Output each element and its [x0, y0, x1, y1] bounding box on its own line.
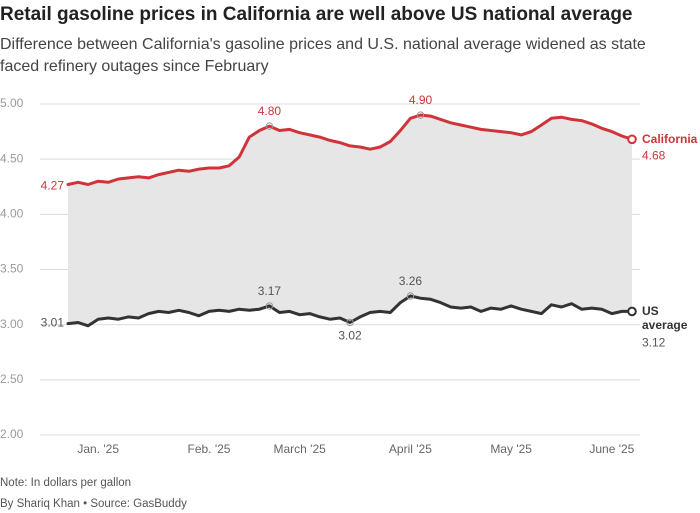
y-tick-label: 4.00	[0, 207, 24, 221]
series-label: US average	[642, 304, 688, 333]
chart-subtitle: Difference between California's gasoline…	[0, 36, 646, 75]
x-tick-label: May '25	[490, 442, 532, 456]
series-line	[66, 294, 634, 328]
x-tick-label: June '25	[589, 442, 634, 456]
y-tick-label: 3.00	[0, 317, 24, 331]
point-marker	[346, 318, 354, 327]
note: Note: In dollars per gallon	[0, 477, 132, 489]
point-marker	[265, 122, 274, 130]
y-tick-label: 3.50	[0, 262, 24, 276]
series-line	[66, 113, 634, 186]
value-label: 4.90	[409, 93, 433, 107]
value-label: 4.80	[258, 104, 282, 118]
value-label: 4.27	[41, 179, 65, 193]
y-tick-label: 2.50	[0, 372, 24, 386]
y-tick-label: 5.00	[0, 96, 24, 110]
difference-band	[68, 115, 632, 326]
point-marker	[265, 302, 274, 310]
y-tick-label: 4.50	[0, 151, 24, 165]
series-label: California	[642, 132, 698, 147]
x-tick-label: Feb. '25	[188, 442, 231, 456]
point-marker	[406, 292, 415, 300]
value-label: 3.01	[41, 316, 65, 330]
y-tick-label: 2.00	[0, 427, 24, 441]
value-label: 3.02	[338, 329, 362, 343]
value-label: 3.26	[399, 274, 423, 288]
x-tick-label: Jan. '25	[77, 442, 119, 456]
x-tick-label: April '25	[389, 442, 432, 456]
x-tick-label: March '25	[273, 442, 326, 456]
end-marker	[627, 306, 637, 317]
end-marker	[627, 134, 637, 145]
value-label: 4.68	[642, 148, 666, 162]
point-marker	[416, 111, 425, 119]
chart-title: Retail gasoline prices in California are…	[0, 4, 633, 25]
source: By Shariq Khan • Source: GasBuddy	[0, 498, 187, 510]
value-label: 3.17	[258, 284, 282, 298]
value-label: 3.12	[642, 336, 666, 350]
